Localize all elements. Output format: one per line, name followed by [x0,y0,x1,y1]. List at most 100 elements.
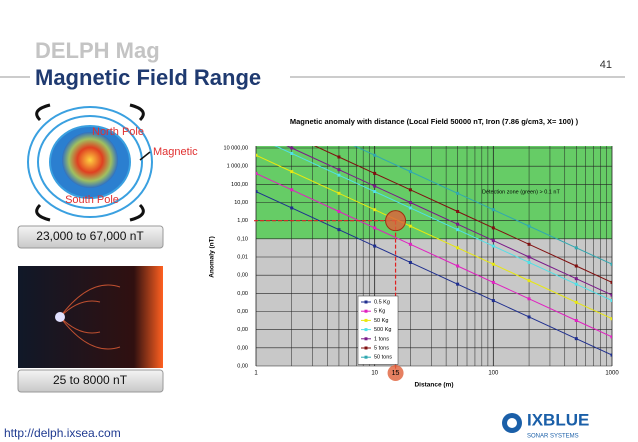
y-tick-label: 10,00 [234,200,248,206]
data-point [408,260,412,264]
data-point [256,190,258,194]
y-tick-label: 0,00 [237,345,248,351]
data-point [337,191,341,195]
logo-text: IXBLUE [527,410,589,429]
data-point [373,153,377,157]
data-point [337,168,341,172]
y-tick-label: 0,00 [237,363,248,369]
data-point [337,155,341,159]
series-line [256,191,612,356]
south-pole: South Pole [65,194,119,206]
y-tick-label: 0,00 [237,273,248,279]
series-line [274,146,612,302]
data-point [527,279,531,283]
data-point [610,353,612,357]
legend-label: 5 Kg [374,309,385,315]
kicker: DELPH Mag [35,38,160,63]
data-point [574,318,578,322]
data-point [527,224,531,228]
series-line [256,172,612,338]
y-tick-label: 0,10 [237,236,248,242]
data-point [456,264,460,268]
y-tick-label: 0,01 [237,254,248,260]
legend-marker [364,318,368,322]
range-box [17,369,164,393]
legend-marker [364,346,368,350]
y-axis-label: Anomaly (nT) [209,236,216,278]
y-tick-label: 1,00 [237,218,248,224]
legend-marker [364,328,368,332]
data-point [456,282,460,286]
data-point [290,146,294,150]
data-point [290,151,294,155]
chart-title: Magnetic anomaly with distance (Local Fi… [290,117,579,126]
north-pole: North Pole [92,126,144,138]
data-point [408,206,412,210]
data-point [491,226,495,230]
data-point [610,293,612,297]
highlight-point [385,210,407,232]
data-point [610,280,612,284]
logo-sub: SONAR SYSTEMS [527,434,579,440]
data-point [290,188,294,192]
annotation: Détection zone (green) > 0.1 nT [482,189,560,195]
data-point [491,239,495,243]
data-point [408,242,412,246]
y-tick-label: 0,00 [237,327,248,333]
data-point [574,337,578,341]
data-point [456,209,460,213]
series-line [353,146,612,265]
data-point [456,246,460,250]
logo [502,413,522,433]
data-point [574,264,578,268]
series-line [286,146,612,296]
data-point [337,209,341,213]
legend-label: 500 Kg [374,327,391,333]
url: http://delph.ixsea.com [4,426,121,440]
x-tick-label: 10 [371,371,378,377]
data-point [574,246,578,250]
data-point [527,315,531,319]
data-point [337,173,341,177]
magnetic-label: Magnetic [153,146,198,158]
data-point [373,208,377,212]
legend-marker [364,300,368,304]
title: Magnetic Field Range [35,65,261,90]
legend-marker [364,355,368,359]
legend-label: 1 tons [374,336,389,342]
x-tick-label: 1000 [605,371,619,377]
earth-illustration [27,103,153,222]
data-point [408,201,412,204]
data-point [373,184,377,188]
data-point [491,208,495,212]
data-point [491,280,495,284]
data-point [456,191,460,195]
range-text: 23,000 to 67,000 nT [36,229,144,243]
data-point [256,153,258,157]
legend-marker [364,337,368,341]
data-point [610,317,612,321]
data-point [491,299,495,303]
data-point [290,134,293,137]
data-point [491,262,495,266]
data-point [610,335,612,339]
data-point [610,262,612,266]
data-point [256,171,258,175]
data-point [527,297,531,301]
y-tick-label: 0,00 [237,291,248,297]
data-point [527,260,531,264]
data-point [373,244,377,248]
data-point [456,228,460,232]
data-point [255,130,258,133]
data-point [574,277,578,281]
magnetosphere-image [18,266,163,368]
data-point [408,170,412,174]
x-tick-label: 1 [254,371,258,377]
detection-zone [256,146,612,239]
y-tick-label: 100,00 [231,182,248,188]
y-tick-label: 1 000,00 [227,164,248,170]
highlight-x-marker [387,365,404,381]
range-box [17,225,164,249]
data-point [491,244,495,248]
